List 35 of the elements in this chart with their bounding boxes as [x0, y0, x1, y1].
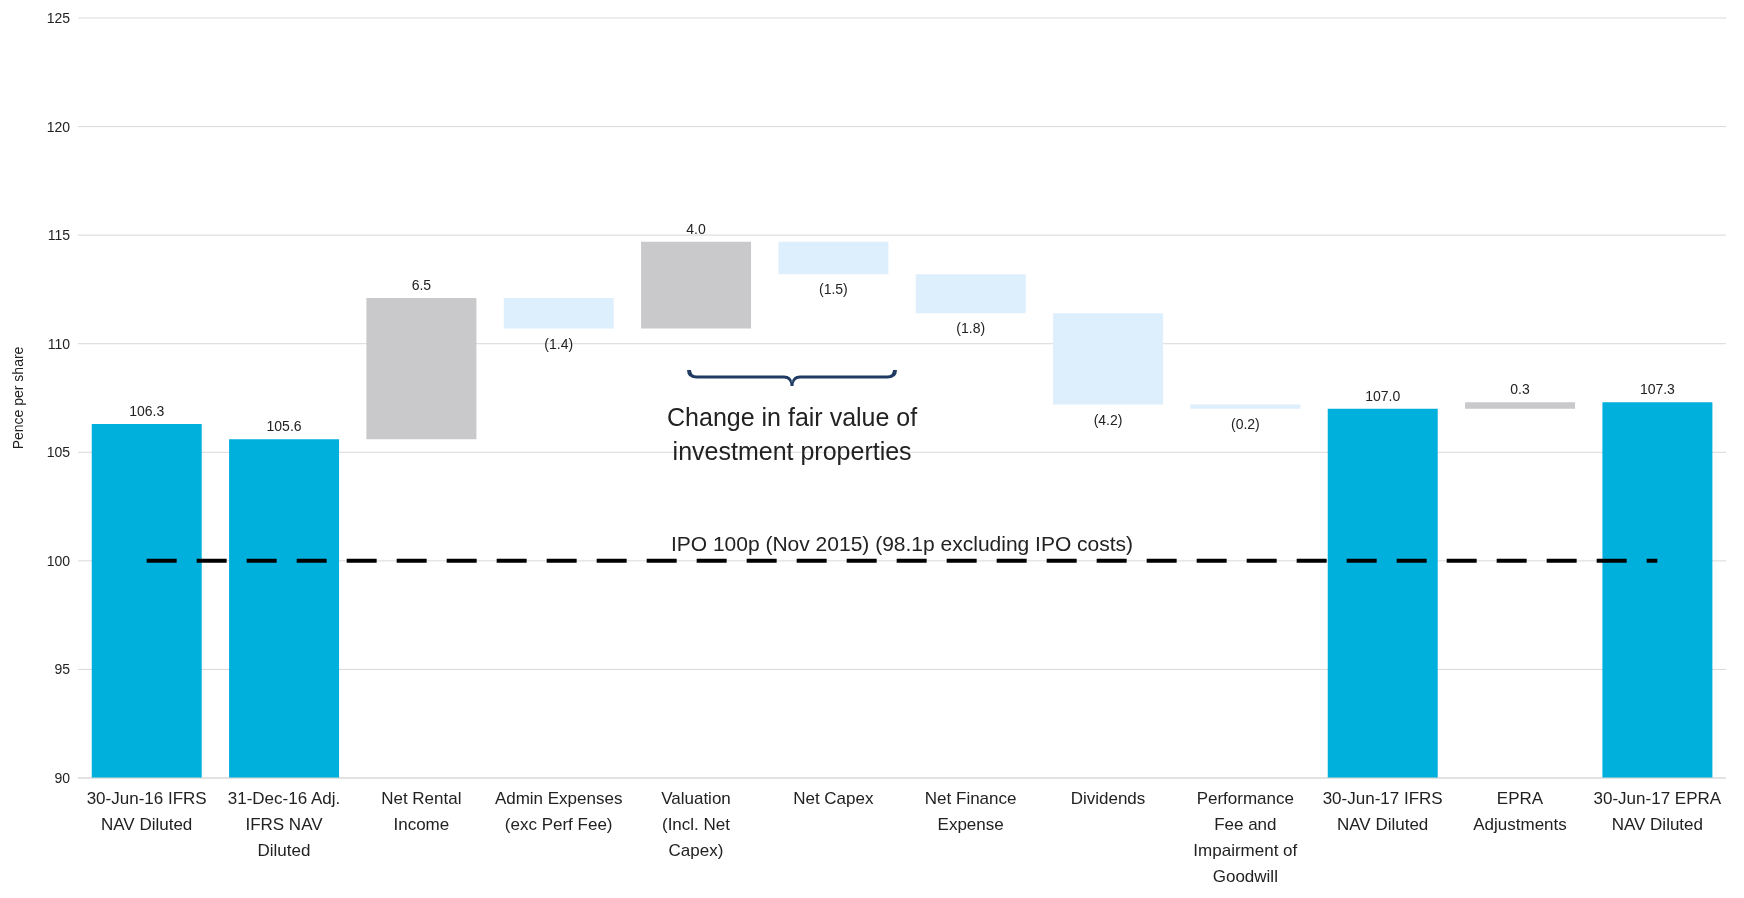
x-tick-label: Dividends [1070, 789, 1146, 808]
ref-line-label: IPO 100p (Nov 2015) (98.1p excluding IPO costs) [670, 531, 1134, 555]
data-label: 107.0 [1365, 387, 1401, 404]
x-tick-label: Net Finance Expense [924, 789, 1017, 834]
y-tick-label: 105 [46, 444, 71, 461]
y-tick-label: 90 [54, 769, 71, 786]
x-tick-label: EPRA Adjustments [1473, 789, 1567, 834]
x-tick-label: Valuation (Incl. Net Capex) [661, 789, 731, 860]
y-tick-label: 125 [46, 9, 71, 26]
y-tick-label: 120 [46, 118, 71, 135]
data-label: (0.2) [1231, 415, 1260, 432]
x-tick-label: Net Rental Income [381, 789, 462, 834]
data-label: 6.5 [411, 277, 432, 294]
x-tick-label: 30-Jun-17 EPRA NAV Diluted [1593, 789, 1722, 834]
data-label: 106.3 [129, 403, 165, 420]
y-tick-label: 100 [46, 552, 71, 569]
y-tick-label: 95 [54, 661, 71, 678]
data-label: 107.3 [1639, 381, 1676, 398]
data-label: (4.2) [1093, 411, 1123, 428]
x-tick-label: 30-Jun-17 IFRS NAV Diluted [1322, 789, 1443, 834]
data-label: (1.5) [819, 281, 848, 298]
x-tick-label: Performance Fee and Impairment of Goodwill [1193, 789, 1298, 886]
x-tick-label: Net Capex [793, 789, 874, 808]
y-tick-label: 115 [47, 227, 71, 244]
x-tick-label: 30-Jun-16 IFRS NAV Diluted [86, 789, 207, 834]
x-tick-label: Admin Expenses (exc Perf Fee) [494, 789, 623, 834]
x-tick-label: 31-Dec-16 Adj. IFRS NAV Diluted [227, 789, 341, 860]
annotation: Change in fair value of investment properties [666, 401, 919, 467]
y-tick-label: 110 [47, 335, 71, 352]
data-label: (1.4) [544, 335, 574, 352]
data-label: (1.8) [956, 320, 986, 337]
data-label: 0.3 [1510, 381, 1531, 398]
data-label: 105.6 [266, 418, 302, 435]
y-axis-title: Pence per share [9, 346, 26, 450]
data-label: 4.0 [686, 220, 707, 237]
